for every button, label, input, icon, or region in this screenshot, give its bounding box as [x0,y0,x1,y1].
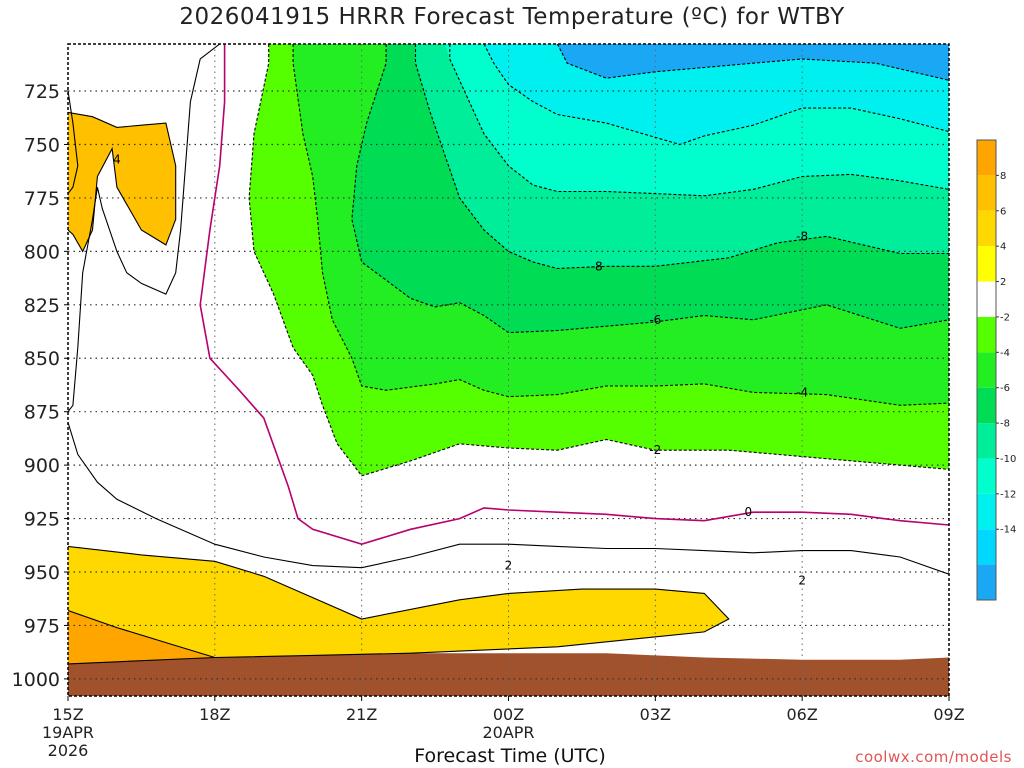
colorbar-swatch-1 [977,175,996,211]
colorbar-label-2: 4 [1000,242,1006,253]
contour-line-11 [68,111,177,253]
contour-line-9 [68,422,949,575]
colorbar: 8 6 4 2 -2 -4 -6 -8 -10 -12 -14 [976,139,1016,601]
colorbar-label-8: -10 [1000,454,1016,465]
contour-line-12 [68,545,730,665]
contour-line-13 [68,609,215,659]
y-tick-label-775: 775 [24,188,60,210]
contour-label-8: 2 [798,574,806,588]
y-tick-label-800: 800 [24,241,60,263]
colorbar-swatch-5 [977,316,996,353]
ground-fill [68,653,949,696]
x-tick-label-09Z: 09Z [933,705,964,724]
colorbar-label-10: -14 [1000,525,1016,536]
grid-lines [68,44,949,696]
colorbar-swatch-4 [977,281,996,317]
colorbar-swatch-2 [977,210,996,247]
contour-labels: 4 -8 -8 -6 -4 -2 0 2 2 [113,152,808,587]
y-tick-label-900: 900 [24,455,60,477]
y-tick-label-950: 950 [24,562,60,584]
contour-label-7: 2 [505,559,513,573]
contour-line-5 [483,44,949,146]
temperature-band-9 [557,44,949,81]
credit-text[interactable]: coolwx.com/models [855,748,1012,766]
colorbar-swatch-6 [977,352,996,388]
x-tick-label-15Z: 15Z [52,705,83,724]
contour-lines [68,44,949,665]
colorbar-swatch-12 [977,564,996,600]
plot-frame [67,43,950,697]
x-tick-label-18Z: 18Z [199,705,230,724]
chart-title: 2026041915 HRRR Forecast Temperature (ºC… [179,4,845,30]
y-tick-label-975: 975 [24,615,60,637]
contour-label-1: -8 [591,259,603,273]
y-tick-label-750: 750 [24,134,60,156]
colorbar-label-0: 8 [1000,171,1006,182]
x-tick-label-06Z: 06Z [787,705,818,724]
contour-label-0: 4 [113,152,121,166]
temperature-band-0 [68,112,176,252]
contour-label-5: -2 [649,443,661,457]
contour-label-4: -4 [796,385,808,399]
x-tick-label-00Z: 00Z [493,705,524,724]
y-tick-label-850: 850 [24,348,60,370]
ground-layer [68,653,949,696]
colorbar-swatch-9 [977,458,996,494]
contour-line-2 [351,44,949,334]
colorbar-swatch-0 [977,140,996,176]
colorbar-label-1: 6 [1000,206,1006,217]
x-axis-title: Forecast Time (UTC) [414,745,606,767]
contour-line-10 [68,90,79,194]
y-tick-label-1000: 1000 [12,669,60,691]
y-axis: 725 750 775 800 825 850 875 900 925 950 975 1000 [12,81,68,691]
y-tick-label-825: 825 [24,295,60,317]
x-tick-label-03Z: 03Z [640,705,671,724]
colorbar-label-7: -8 [1000,419,1010,430]
colorbar-border [976,139,997,601]
colorbar-label-5: -4 [1000,348,1010,359]
contour-label-2: -8 [796,229,808,243]
contour-label-3: -6 [649,313,661,327]
y-tick-label-875: 875 [24,402,60,424]
colorbar-swatch-10 [977,493,996,530]
contour-line-7 [199,44,949,546]
y-tick-label-925: 925 [24,509,60,531]
colorbar-label-3: 2 [1000,277,1006,288]
colorbar-swatch-3 [977,246,996,282]
colorbar-label-4: -2 [1000,312,1010,323]
contour-label-6: 0 [745,505,753,519]
contour-line-1 [292,44,949,406]
y-tick-label-725: 725 [24,81,60,103]
contour-line-0 [248,44,949,477]
x-tick-label-21Z: 21Z [346,705,377,724]
x-tick-sublabel-2026: 2026 [48,741,89,760]
x-tick-sublabel-19APR: 19APR [42,723,94,742]
contour-line-8 [68,44,221,413]
colorbar-swatch-7 [977,387,996,424]
colorbar-label-9: -12 [1000,489,1016,500]
colorbar-swatch-11 [977,529,996,565]
plot-border [67,43,950,697]
contour-line-6 [556,44,949,81]
contour-line-4 [449,44,949,197]
colorbar-label-6: -6 [1000,383,1010,394]
temperature-bands [68,44,949,679]
x-tick-sublabel-20APR: 20APR [482,723,534,742]
colorbar-swatch-8 [977,423,996,459]
